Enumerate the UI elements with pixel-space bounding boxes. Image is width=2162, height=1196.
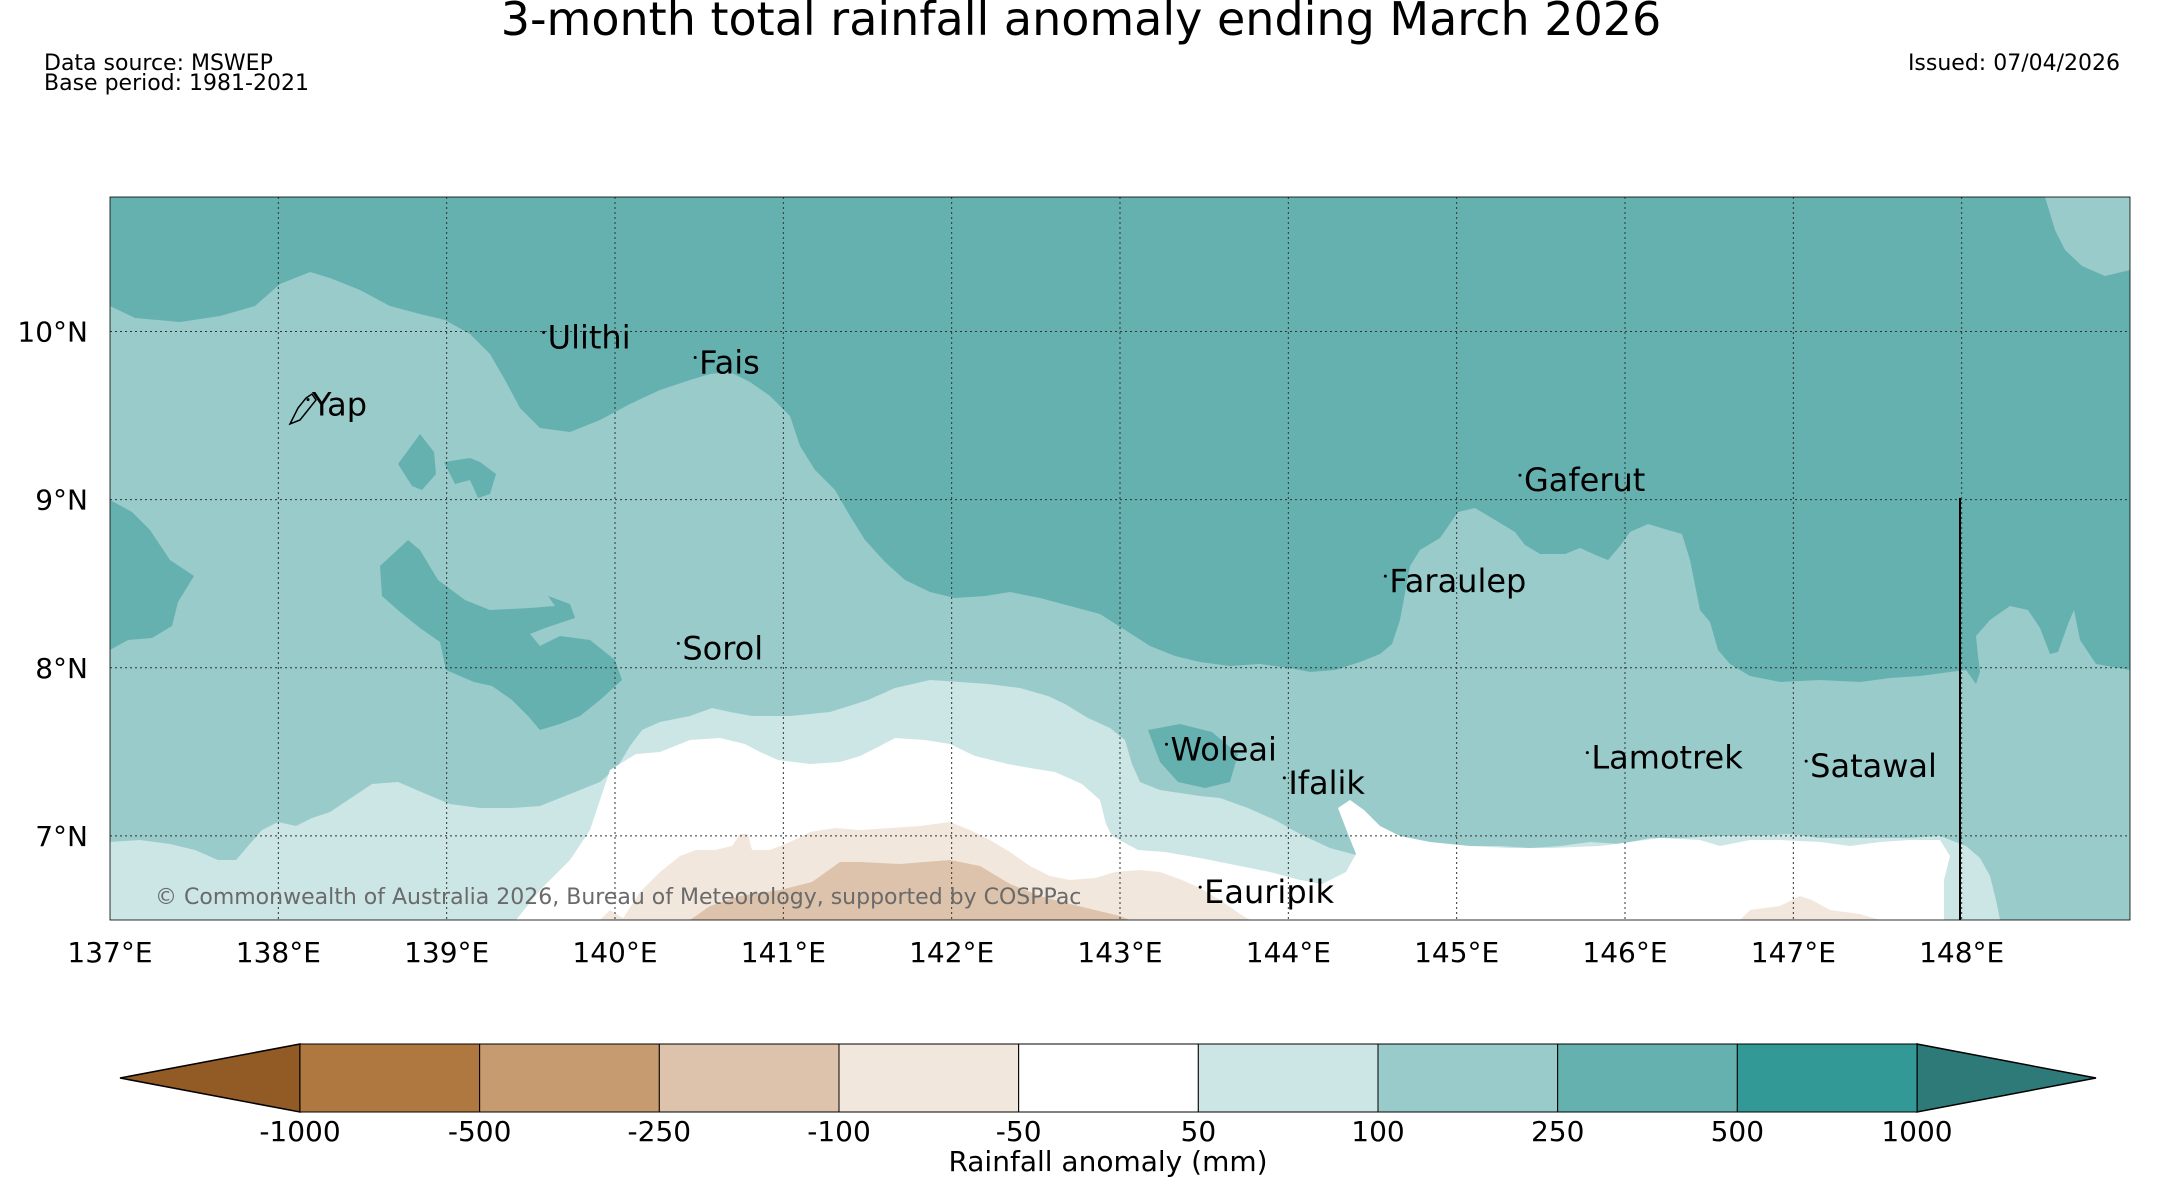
lon-tick-label: 148°E [1919, 936, 2004, 969]
colorbar-tick-label: 50 [1181, 1115, 1217, 1148]
data-source-text: Data source: MSWEP [44, 51, 273, 76]
colorbar-extend-low [119, 1043, 301, 1113]
colorbar-tick-label: -50 [996, 1115, 1042, 1148]
lat-tick-label: 10°N [17, 316, 88, 349]
lat-tick-label: 8°N [35, 652, 88, 685]
lon-tick-label: 141°E [741, 936, 826, 969]
colorbar-tick-label: 1000 [1881, 1115, 1952, 1148]
island-marker-ulithi [542, 330, 546, 334]
island-marker-lamotrek [1585, 751, 1589, 755]
island-marker-gaferut [1518, 473, 1522, 477]
anomaly-region-250-500-west [110, 500, 194, 650]
island-marker-woleai [1165, 742, 1168, 746]
place-label-faraulep: Faraulep [1389, 562, 1526, 600]
latitude-labels: 10°N 9°N 8°N 7°N [17, 316, 88, 853]
longitude-labels: 137°E 138°E 139°E 140°E 141°E 142°E 143°E 144°E… [67, 936, 2004, 969]
place-label-ulithi: Ulithi [548, 318, 631, 356]
anomaly-region-250-500-small-b [444, 458, 496, 498]
island-marker-fais [693, 356, 697, 360]
island-marker-satawal [1804, 759, 1808, 763]
map-frame [109, 196, 2131, 921]
base-period-text: Base period: 1981-2021 [44, 71, 309, 96]
lon-tick-label: 145°E [1414, 936, 1499, 969]
place-label-eauripik: Eauripik [1204, 873, 1334, 911]
colorbar-tick-label: 500 [1711, 1115, 1764, 1148]
anomaly-region-250-500-woleai [1148, 724, 1238, 788]
colorbar-tick-label: -100 [807, 1115, 871, 1148]
colorbar-swatch [299, 1043, 481, 1113]
lon-tick-label: 138°E [236, 936, 321, 969]
lon-tick-label: 142°E [909, 936, 994, 969]
colorbar-swatch [838, 1043, 1020, 1113]
colorbar-tick-label: 250 [1531, 1115, 1584, 1148]
place-label-satawal: Satawal [1810, 747, 1937, 785]
lon-tick-label: 140°E [572, 936, 657, 969]
island-markers [306, 330, 1808, 889]
place-label-sorol: Sorol [682, 629, 763, 667]
issued-date-text: Issued: 07/04/2026 [1907, 51, 2120, 76]
place-label-ifalik: Ifalik [1288, 764, 1365, 802]
island-marker-faraulep [1383, 574, 1387, 578]
island-marker-yap [306, 398, 310, 402]
anomaly-region-250-500-central [380, 540, 622, 730]
place-labels: Yap Ulithi Fais Gaferut Faraulep Sorol Woleai I… [311, 318, 1937, 911]
place-label-gaferut: Gaferut [1524, 461, 1645, 499]
colorbar-swatch [1197, 1043, 1379, 1113]
copyright-text: © Commonwealth of Australia 2026, Bureau… [155, 885, 1081, 910]
lat-tick-label: 9°N [35, 484, 88, 517]
place-label-yap: Yap [311, 386, 367, 424]
anomaly-region-100-250-ne [2045, 197, 2130, 276]
lon-tick-label: 147°E [1751, 936, 1836, 969]
chart-title: 3-month total rainfall anomaly ending Ma… [500, 0, 1662, 46]
colorbar-swatch [1018, 1043, 1199, 1113]
lon-tick-label: 144°E [1246, 936, 1331, 969]
anomaly-region-minus-50-100-east [1740, 896, 1880, 920]
place-label-fais: Fais [699, 344, 760, 382]
lon-tick-label: 146°E [1582, 936, 1667, 969]
colorbar-swatch [1557, 1043, 1738, 1113]
anomaly-region-minus-100-250 [690, 860, 1130, 920]
place-label-lamotrek: Lamotrek [1591, 739, 1743, 777]
colorbar-swatch [1736, 1043, 1918, 1113]
island-marker-sorol [676, 641, 680, 645]
colorbar-tick-label: -250 [628, 1115, 692, 1148]
colorbar-tick-label: 100 [1351, 1115, 1404, 1148]
colorbar-extend-high [1916, 1043, 2097, 1113]
lon-tick-label: 143°E [1077, 936, 1162, 969]
colorbar-swatch [479, 1043, 660, 1113]
island-marker-eauripik [1198, 885, 1202, 889]
map-gridlines [110, 197, 2130, 920]
colorbar-label: Rainfall anomaly (mm) [948, 1145, 1267, 1178]
lon-tick-label: 139°E [404, 936, 489, 969]
colorbar-tick-label: -500 [448, 1115, 512, 1148]
lat-tick-label: 7°N [35, 820, 88, 853]
colorbar-tick-label: -1000 [259, 1115, 340, 1148]
colorbar: -1000 -500 -250 -100 -50 50 100 250 500 1000 [119, 1043, 2097, 1148]
colorbar-swatch [658, 1043, 840, 1113]
anomaly-region-minus-50-100 [600, 910, 626, 920]
lon-tick-label: 137°E [67, 936, 152, 969]
colorbar-swatch [1377, 1043, 1559, 1113]
place-label-woleai: Woleai [1171, 730, 1277, 768]
anomaly-region-250-500-small-a [398, 434, 436, 490]
yap-island-outline [288, 392, 317, 426]
island-marker-ifalik [1282, 776, 1286, 780]
